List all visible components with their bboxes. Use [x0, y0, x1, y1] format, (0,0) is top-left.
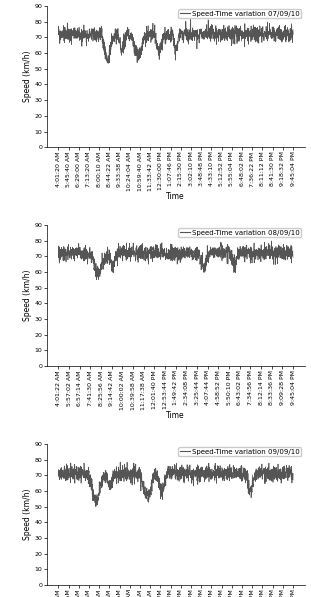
Y-axis label: Speed (km/h): Speed (km/h) [23, 51, 32, 102]
X-axis label: Time: Time [166, 411, 185, 420]
Legend: Speed-Time variation 09/09/10: Speed-Time variation 09/09/10 [178, 447, 301, 456]
Text: (a): (a) [169, 229, 182, 238]
X-axis label: Time: Time [166, 192, 185, 201]
Y-axis label: Speed (km/h): Speed (km/h) [23, 489, 32, 540]
Y-axis label: Speed (km/h): Speed (km/h) [23, 270, 32, 321]
Legend: Speed-Time variation 07/09/10: Speed-Time variation 07/09/10 [178, 10, 301, 19]
Text: (b): (b) [169, 448, 182, 457]
Legend: Speed-Time variation 08/09/10: Speed-Time variation 08/09/10 [178, 229, 301, 237]
